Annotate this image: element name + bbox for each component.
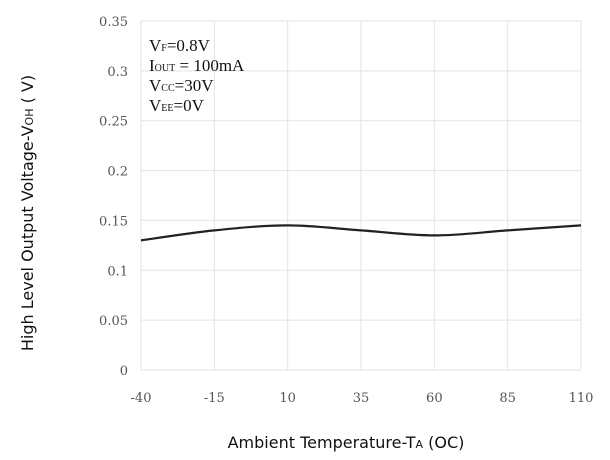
series-line bbox=[140, 224, 582, 242]
condition-tail: =30V bbox=[175, 76, 215, 95]
condition-main: V bbox=[149, 76, 162, 95]
x-axis-label-tail: (OC) bbox=[423, 433, 464, 452]
condition-sub: EE bbox=[161, 103, 173, 114]
y-axis-label: High Level Output Voltage-VOH ( V) bbox=[18, 75, 37, 351]
condition-tail: =0.8V bbox=[167, 36, 211, 55]
y-tick-label: 0.2 bbox=[107, 165, 128, 180]
series-group bbox=[140, 224, 582, 242]
y-tick-label: 0.35 bbox=[99, 15, 128, 30]
condition-main: V bbox=[149, 96, 162, 115]
x-axis-label-main: Ambient Temperature-T bbox=[228, 433, 416, 452]
x-tick-label: -40 bbox=[131, 391, 152, 406]
condition-main: V bbox=[149, 36, 162, 55]
x-tick-label: 85 bbox=[499, 391, 516, 406]
y-axis-label-tail: ( V) bbox=[18, 75, 37, 109]
condition-text: VF=0.8V bbox=[149, 36, 211, 55]
x-axis-label: Ambient Temperature-TA (OC) bbox=[228, 433, 465, 452]
condition-sub: CC bbox=[161, 83, 175, 94]
y-tick-label: 0.15 bbox=[99, 214, 128, 229]
y-tick-label: 0.3 bbox=[107, 65, 128, 80]
condition-text: VCC=30V bbox=[149, 76, 214, 95]
y-tick-label: 0.1 bbox=[107, 264, 128, 279]
condition-text: IOUT = 100mA bbox=[149, 56, 245, 75]
y-axis-label-main: High Level Output Voltage-V bbox=[18, 125, 37, 351]
condition-sub: OUT bbox=[155, 63, 176, 74]
x-tick-labels: -40 -15 10 35 60 85 110 bbox=[131, 391, 594, 406]
y-axis-label-sub: OH bbox=[23, 109, 36, 126]
grid bbox=[140, 20, 582, 371]
x-axis-label-sub: A bbox=[416, 438, 424, 451]
x-tick-label: 60 bbox=[426, 391, 443, 406]
y-tick-label: 0.05 bbox=[99, 314, 128, 329]
x-tick-label: 35 bbox=[353, 391, 370, 406]
condition-sub: F bbox=[161, 43, 167, 54]
condition-tail: =0V bbox=[174, 96, 205, 115]
x-tick-label: 110 bbox=[569, 391, 594, 406]
x-tick-label: -15 bbox=[204, 391, 225, 406]
x-tick-label: 10 bbox=[279, 391, 296, 406]
y-tick-label: 0.25 bbox=[99, 115, 128, 130]
condition-text: VEE=0V bbox=[149, 96, 205, 115]
condition-main: I bbox=[149, 56, 155, 75]
condition-tail: = 100mA bbox=[175, 56, 245, 75]
y-tick-labels: 0 0.05 0.1 0.15 0.2 0.25 0.3 0.35 bbox=[99, 15, 128, 379]
y-tick-label: 0 bbox=[120, 364, 128, 379]
